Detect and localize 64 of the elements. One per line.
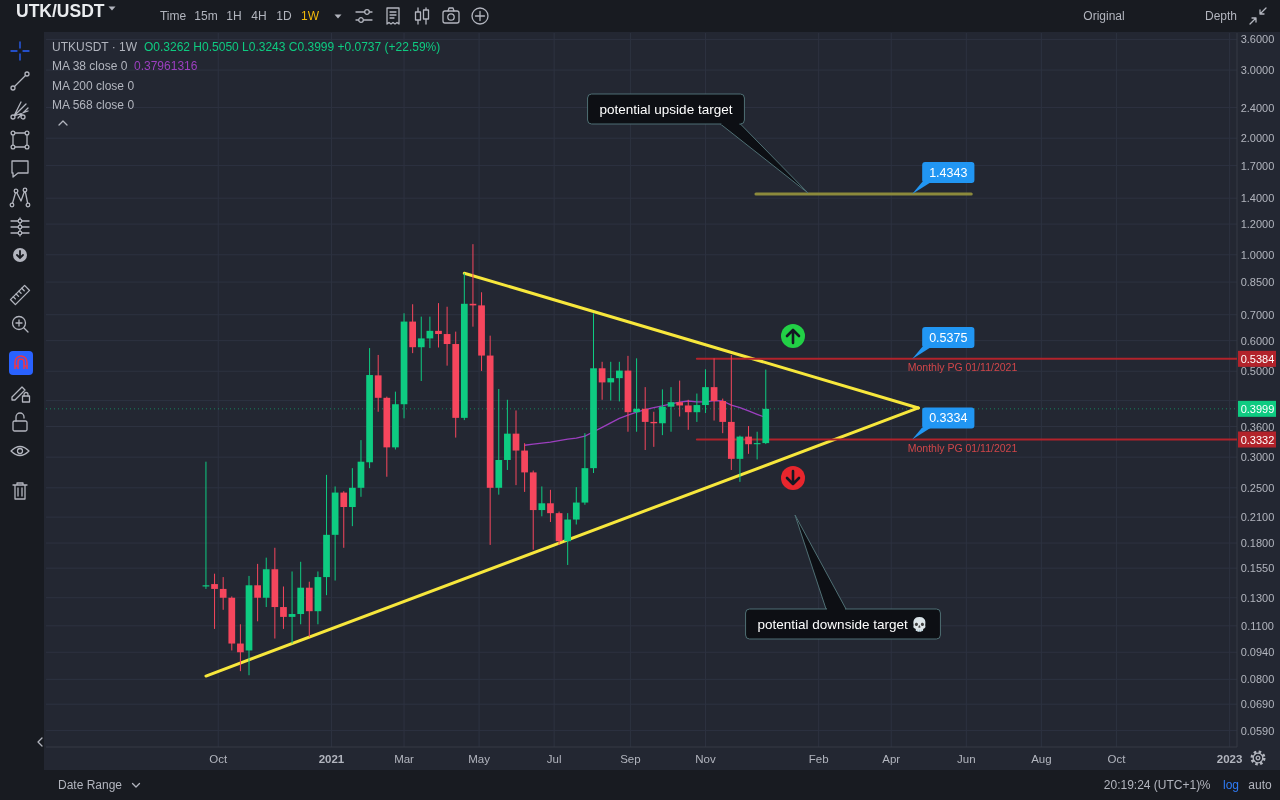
- y-tick-label: 2.0000: [1240, 132, 1275, 145]
- annotation: potential upside target: [599, 101, 733, 117]
- y-tick-label: 0.3000: [1240, 451, 1275, 464]
- y-tick-label: 0.0590: [1240, 724, 1275, 737]
- x-tick-label: Mar: [394, 753, 415, 765]
- y-tick-label: 1.0000: [1240, 248, 1275, 261]
- annotation: Monthly PG 01/11/2021: [907, 360, 1018, 373]
- chart-title: UTK/USDT: [16, 1, 105, 21]
- y-tick-label: 0.1550: [1240, 562, 1275, 575]
- y-tick-label: 2.4000: [1240, 101, 1275, 114]
- y-tick-label: 0.1800: [1240, 537, 1275, 550]
- y-tick-label: 1.4000: [1240, 192, 1275, 205]
- annotation: Monthly PG 01/11/2021: [907, 441, 1018, 454]
- x-tick-label: Oct: [209, 753, 228, 765]
- text: %: [1199, 778, 1211, 792]
- x-tick-label: May: [468, 753, 491, 765]
- text: Depth: [1204, 9, 1238, 23]
- annotation: 1.4343: [929, 165, 968, 180]
- y-tick-label: 0.1300: [1240, 591, 1275, 604]
- x-tick-label: Aug: [1031, 753, 1052, 765]
- y-tick-label: 0.2500: [1240, 481, 1275, 494]
- x-tick-label: Oct: [1107, 753, 1127, 765]
- annotation: MA 38 close 0: [52, 58, 128, 73]
- y-tick-label: 0.7000: [1240, 308, 1275, 321]
- x-tick-label: 2023: [1216, 753, 1243, 765]
- y-tick-label: 0.6000: [1240, 334, 1275, 347]
- text: UTKUSDT · 1W: [52, 39, 138, 54]
- text: 4H: [251, 9, 267, 23]
- y-tick-label: 0.0800: [1240, 673, 1275, 686]
- y-tick-label: 0.3600: [1240, 420, 1275, 433]
- x-tick-label: Apr: [882, 753, 901, 765]
- text: Date Range: [58, 778, 123, 792]
- annotation: 0.37961316: [134, 58, 198, 73]
- text: auto: [1248, 778, 1272, 792]
- text: 20:19:24 (UTC+1): [1103, 778, 1201, 792]
- y-tick-label: 3.0000: [1240, 64, 1275, 77]
- annotation: 0.5375: [929, 330, 968, 345]
- y-tick-label: 1.7000: [1240, 159, 1275, 172]
- y-tick-label: 1.2000: [1240, 218, 1275, 231]
- text: Time: [159, 9, 187, 23]
- text: 1D: [276, 9, 292, 23]
- annotation: O0.3262 H0.5050 L0.3243 C0.3999 +0.0737 (+22.59%): [144, 39, 441, 54]
- text: 15m: [194, 9, 218, 23]
- y-tick-label: 0.8500: [1240, 276, 1275, 289]
- x-tick-label: Jun: [957, 753, 976, 765]
- text: 1H: [226, 9, 242, 23]
- y-tick-label: 0.0940: [1240, 646, 1275, 659]
- y-tick-label: 0.1100: [1241, 619, 1274, 632]
- annotation: MA 568 close 0: [52, 97, 135, 112]
- text: log: [1222, 778, 1240, 792]
- text: Original: [1083, 9, 1125, 23]
- x-tick-label: Sep: [620, 753, 641, 765]
- y-tick-label: 0.5000: [1240, 365, 1275, 378]
- annotation: MA 200 close 0: [52, 78, 135, 93]
- text: 1W: [301, 9, 320, 23]
- annotation: 0.3334: [929, 410, 968, 425]
- x-tick-label: Jul: [546, 753, 562, 765]
- x-tick-label: 2021: [318, 753, 345, 765]
- y-tick-label: 3.6000: [1240, 33, 1275, 46]
- annotation: potential downside target 💀: [757, 615, 929, 632]
- x-tick-label: Feb: [808, 753, 829, 765]
- x-tick-label: Nov: [695, 753, 716, 765]
- y-tick-label: 0.0690: [1240, 698, 1275, 711]
- y-tick-label: 0.2100: [1240, 511, 1275, 524]
